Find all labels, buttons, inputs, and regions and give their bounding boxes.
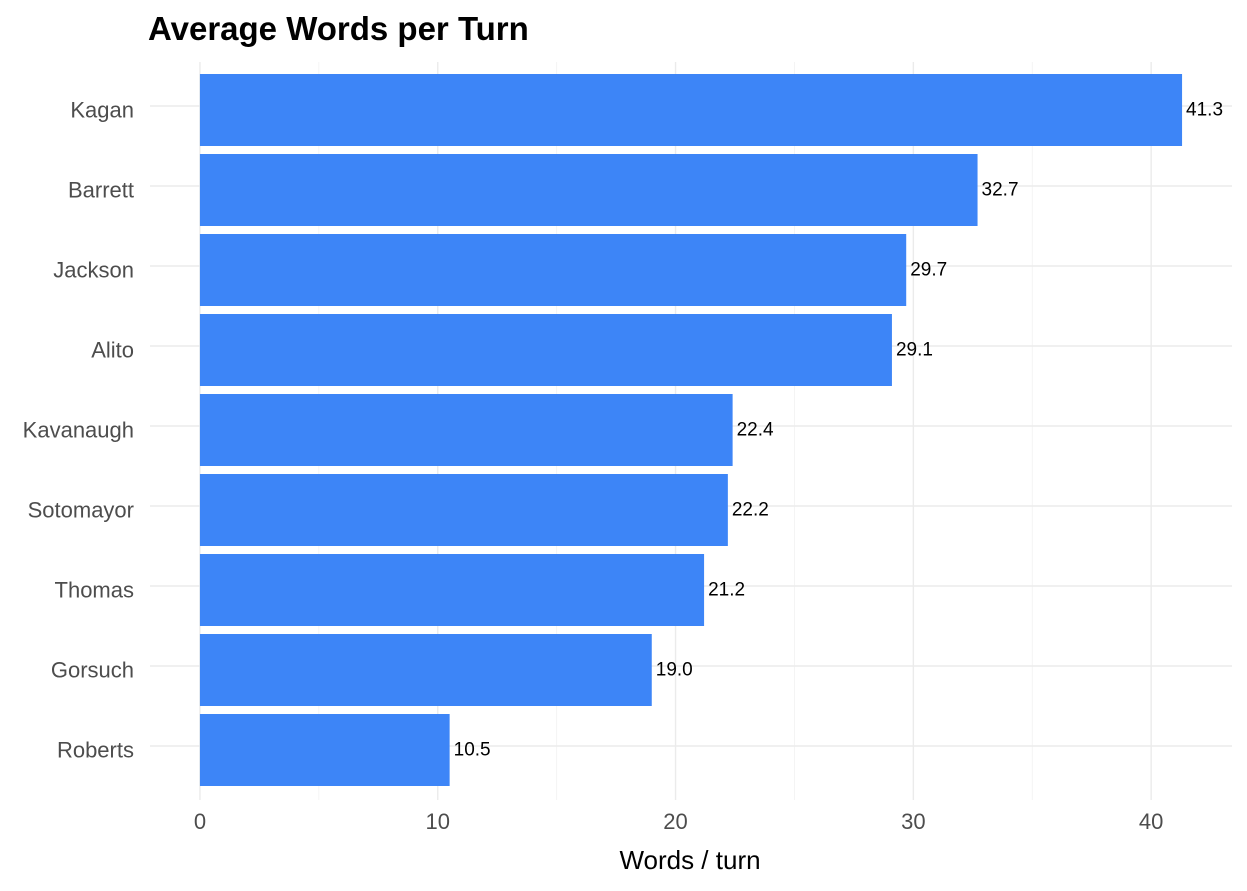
x-tick-label: 0 (194, 809, 206, 834)
bar (199, 154, 978, 226)
value-label: 19.0 (656, 660, 693, 681)
bar (199, 474, 728, 546)
category-label: Jackson (53, 258, 134, 283)
bar (199, 634, 652, 706)
category-label: Barrett (68, 178, 134, 203)
x-tick-label: 20 (663, 809, 687, 834)
category-label: Sotomayor (28, 498, 134, 523)
bar (199, 314, 892, 386)
bar (199, 394, 733, 466)
category-label: Thomas (55, 578, 134, 603)
x-tick-label: 40 (1139, 809, 1163, 834)
value-labels: 41.3 32.7 29.7 29.1 22.4 22.2 21.2 19.0 10.5 (454, 100, 1223, 761)
value-label: 21.2 (708, 580, 745, 601)
value-label: 32.7 (982, 180, 1019, 201)
category-labels: Kagan Barrett Jackson Alito Kavanaugh Sotomay… (23, 98, 134, 763)
category-label: Kavanaugh (23, 418, 134, 443)
category-label: Gorsuch (51, 658, 134, 683)
bar (199, 74, 1183, 146)
x-tick-label: 30 (901, 809, 925, 834)
value-label: 41.3 (1186, 100, 1223, 121)
value-label: 29.7 (910, 260, 947, 281)
value-label: 22.2 (732, 500, 769, 521)
x-axis-title: Words / turn (619, 845, 760, 875)
category-label: Roberts (57, 738, 134, 763)
bar (199, 234, 907, 306)
value-label: 10.5 (454, 740, 491, 761)
value-label: 29.1 (896, 340, 933, 361)
bars (199, 74, 1183, 786)
bar (199, 554, 705, 626)
category-label: Alito (91, 338, 134, 363)
x-axis-ticks: 0 10 20 30 40 (194, 809, 1164, 834)
category-label: Kagan (70, 98, 134, 123)
chart-title: Average Words per Turn (148, 10, 529, 47)
x-tick-label: 10 (425, 809, 449, 834)
bar (199, 714, 450, 786)
value-label: 22.4 (737, 420, 774, 441)
